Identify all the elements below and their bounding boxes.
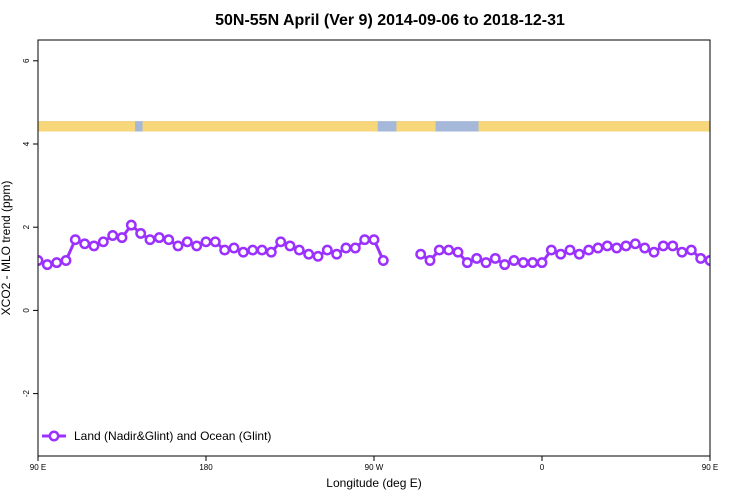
x-tick-label: 90 E — [30, 463, 46, 472]
y-tick-label: 0 — [22, 308, 31, 313]
land-band-segment — [142, 121, 378, 132]
x-tick-label: 180 — [199, 463, 213, 472]
data-point — [144, 234, 156, 246]
data-point — [293, 244, 305, 256]
data-point — [69, 234, 81, 246]
data-point — [527, 257, 539, 269]
data-point — [499, 259, 511, 271]
data-point — [629, 238, 641, 250]
data-point — [685, 244, 697, 256]
data-point — [349, 242, 361, 254]
data-point — [116, 232, 128, 244]
data-point — [725, 258, 733, 266]
data-point — [60, 255, 72, 266]
land-ocean-band — [38, 121, 710, 132]
data-point — [611, 242, 623, 254]
legend-marker — [48, 430, 60, 442]
data-point — [284, 240, 296, 252]
x-tick-label: 90 E — [702, 463, 718, 472]
data-point — [564, 244, 576, 256]
x-axis: 90 E 180 90 W 0 90 E — [30, 456, 718, 472]
data-point — [265, 246, 277, 258]
data-point — [153, 232, 165, 244]
data-point — [107, 230, 119, 241]
data-point — [471, 252, 483, 264]
data-point — [340, 242, 352, 254]
data-point — [657, 240, 669, 252]
data-point — [555, 248, 567, 260]
y-tick-label: 4 — [22, 141, 31, 146]
data-point — [452, 246, 464, 258]
data-point — [79, 238, 91, 250]
data-point — [303, 248, 315, 260]
x-tick-label: 90 W — [365, 463, 384, 472]
data-point — [228, 242, 240, 254]
data-point — [38, 255, 44, 266]
data-point — [424, 255, 436, 266]
x-axis-label: Longitude (deg E) — [326, 476, 421, 490]
data-point — [676, 246, 688, 258]
data-point — [592, 242, 604, 254]
data-point — [743, 236, 750, 244]
data-point — [256, 244, 268, 256]
data-point — [247, 244, 259, 256]
data-point — [583, 244, 595, 256]
data-point — [480, 257, 492, 269]
y-tick-label: 2 — [22, 224, 31, 229]
data-point — [443, 244, 455, 256]
data-point — [209, 236, 221, 248]
data-point — [237, 246, 249, 258]
legend-label: Land (Nadir&Glint) and Ocean (Glint) — [74, 429, 271, 443]
data-point — [545, 244, 557, 256]
x-tick-label: 0 — [540, 463, 545, 472]
data-point — [163, 234, 175, 246]
data-point — [312, 250, 324, 262]
data-point — [639, 242, 651, 254]
land-band-segment — [38, 121, 136, 132]
data-point — [620, 240, 632, 252]
land-band-segment — [396, 121, 436, 132]
data-point — [51, 257, 63, 269]
data-point — [359, 234, 371, 246]
series-layer — [38, 219, 750, 271]
data-point — [508, 255, 520, 266]
data-point — [200, 236, 212, 248]
data-point — [433, 244, 445, 256]
y-axis-label: XCO2 - MLO trend (ppm) — [0, 181, 13, 316]
data-point — [695, 252, 707, 264]
data-point — [377, 255, 389, 266]
data-point — [172, 240, 184, 252]
data-point — [648, 246, 660, 258]
data-point — [536, 257, 548, 269]
legend: Land (Nadir&Glint) and Ocean (Glint) — [42, 429, 271, 443]
data-point — [368, 234, 380, 246]
data-point — [331, 248, 343, 260]
data-point — [573, 248, 585, 260]
data-point — [715, 260, 723, 268]
data-point — [461, 257, 473, 269]
data-point — [734, 256, 742, 264]
data-point — [275, 236, 287, 248]
data-point — [489, 252, 501, 264]
y-axis: 6 4 2 0 -2 — [22, 58, 38, 397]
data-point — [125, 219, 137, 231]
data-point — [321, 244, 333, 256]
data-point — [191, 240, 203, 252]
data-point — [517, 257, 529, 269]
data-point — [601, 240, 613, 252]
data-point — [667, 240, 679, 252]
data-point — [135, 227, 147, 239]
land-band-segment — [478, 121, 710, 132]
data-point — [219, 244, 231, 256]
data-point — [88, 240, 100, 252]
y-tick-label: -2 — [22, 389, 31, 397]
data-point — [415, 248, 427, 260]
y-tick-label: 6 — [22, 58, 31, 63]
chart-title: 50N-55N April (Ver 9) 2014-09-06 to 2018… — [215, 12, 565, 29]
data-point — [41, 259, 53, 271]
data-point — [97, 236, 109, 248]
data-point — [181, 236, 193, 248]
